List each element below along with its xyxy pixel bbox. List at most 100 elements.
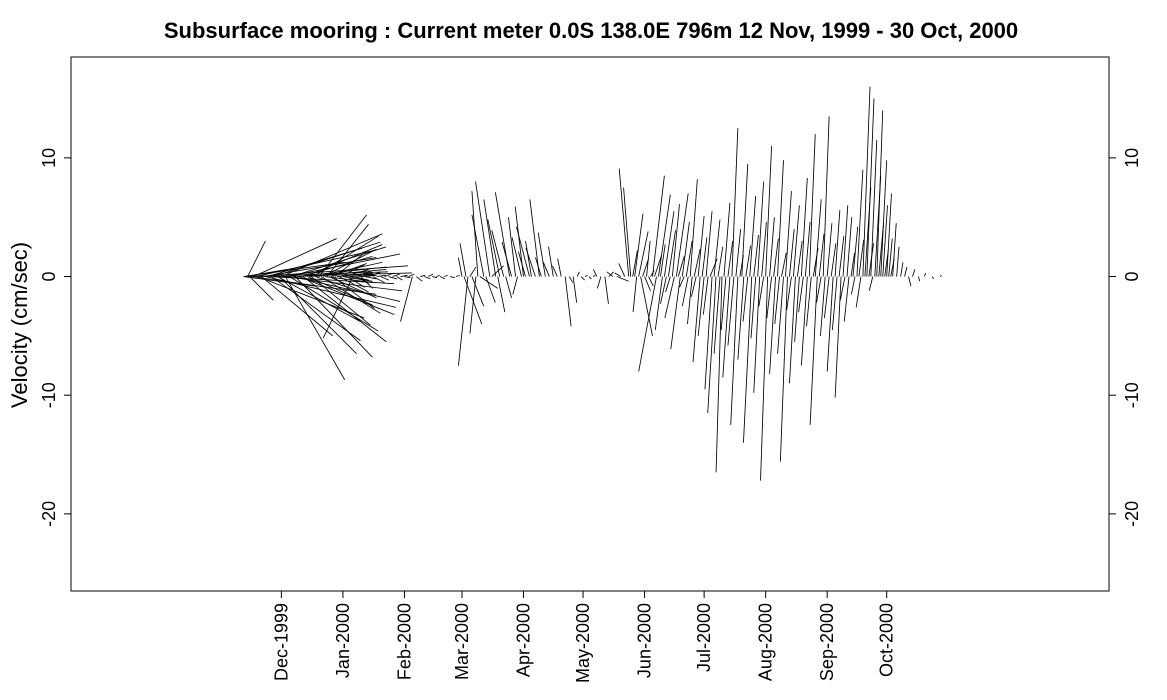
velocity-stick: [660, 244, 666, 277]
velocity-stick: [693, 249, 701, 277]
velocity-stick: [588, 276, 592, 280]
velocity-stick: [834, 210, 841, 277]
velocity-stick: [469, 266, 477, 277]
velocity-stick: [348, 273, 373, 277]
velocity-stick: [318, 214, 367, 277]
velocity-stick: [396, 276, 403, 281]
y-tick-label-right: 10: [1122, 148, 1142, 168]
velocity-stick: [436, 274, 440, 277]
velocity-stick: [697, 215, 705, 277]
velocity-stick: [512, 276, 518, 295]
velocity-stick: [820, 276, 826, 336]
velocity-stick: [322, 276, 354, 339]
velocity-stick: [876, 110, 884, 277]
velocity-stick: [727, 276, 735, 346]
velocity-stick: [808, 134, 816, 277]
velocity-stick: [769, 276, 776, 374]
velocity-stick: [640, 276, 653, 336]
velocity-stick: [717, 246, 724, 277]
velocity-stick: [796, 240, 803, 277]
left-y-axis: -20 -10 0 10: [39, 148, 71, 527]
velocity-stick: [400, 274, 408, 277]
velocity-stick: [831, 276, 838, 330]
y-tick-label-left: 0: [39, 272, 59, 282]
velocity-stick: [689, 179, 698, 277]
x-tick-label: Jul-2000: [694, 603, 714, 672]
velocity-stick: [576, 271, 580, 277]
velocity-stick: [705, 211, 713, 277]
velocity-stick: [704, 276, 713, 390]
x-tick-label: Feb-2000: [394, 603, 414, 680]
velocity-stick: [362, 272, 381, 277]
velocity-stick: [376, 274, 387, 277]
velocity-stick: [900, 262, 904, 277]
velocity-stick: [463, 276, 483, 325]
velocity-stick: [537, 232, 546, 277]
velocity-stick: [912, 269, 916, 277]
velocity-stick: [830, 243, 837, 277]
velocity-stick: [735, 229, 742, 277]
velocity-stick: [904, 266, 908, 277]
velocity-stick: [297, 266, 387, 277]
y-axis-label: Velocity (cm/sec): [7, 242, 32, 408]
velocity-stick: [800, 276, 808, 366]
velocity-stick: [449, 276, 455, 279]
velocity-stick: [858, 239, 865, 277]
velocity-stick: [257, 276, 365, 319]
velocity-stick: [542, 262, 550, 277]
velocity-stick: [727, 240, 734, 277]
x-tick-label: May-2000: [573, 603, 593, 683]
velocity-stick: [681, 221, 690, 277]
velocity-stick: [918, 276, 921, 282]
velocity-stick: [245, 268, 288, 277]
velocity-stick: [924, 272, 927, 277]
velocity-stick: [261, 276, 334, 337]
x-tick-label: Apr-2000: [514, 603, 534, 677]
velocity-stick: [458, 257, 463, 277]
velocity-stick: [685, 240, 693, 277]
velocity-stick: [305, 244, 383, 277]
velocity-stick: [505, 276, 512, 299]
velocity-stick: [273, 241, 381, 277]
velocity-stick: [284, 276, 346, 380]
velocity-stick: [822, 116, 830, 277]
velocity-stick: [404, 276, 411, 279]
velocity-stick: [557, 258, 562, 277]
velocity-stick: [743, 276, 753, 443]
velocity-stick: [332, 276, 375, 309]
velocity-stick: [469, 276, 477, 334]
velocity-stick: [420, 274, 426, 277]
velocity-stick: [606, 271, 614, 277]
velocity-stick: [299, 276, 395, 315]
velocity-stick: [737, 276, 745, 360]
velocity-stick: [443, 274, 448, 277]
y-tick-label-left: -10: [39, 382, 59, 408]
velocity-stick: [459, 243, 467, 277]
velocity-stick: [354, 270, 373, 277]
velocity-stick: [634, 213, 644, 277]
velocity-stick: [535, 257, 542, 277]
velocity-stick: [485, 276, 496, 303]
velocity-stick: [392, 273, 400, 277]
velocity-stick: [939, 275, 942, 277]
velocity-stick: [458, 276, 469, 366]
velocity-stick: [882, 205, 888, 277]
right-y-axis: -20 -10 0 10: [1109, 148, 1142, 527]
velocity-stick: [432, 276, 438, 279]
velocity-stick: [644, 276, 651, 291]
velocity-stick: [277, 276, 361, 323]
velocity-stick: [491, 230, 505, 277]
velocity-stick: [798, 276, 804, 313]
velocity-stick: [843, 276, 850, 322]
y-tick-label-right: -20: [1122, 501, 1142, 527]
velocity-stick: [322, 248, 377, 277]
velocity-stick: [839, 276, 846, 301]
y-tick-label-right: -10: [1122, 382, 1142, 408]
velocity-stick: [713, 219, 721, 277]
velocity-stick: [750, 276, 757, 339]
velocity-stick: [888, 238, 893, 277]
velocity-stick: [852, 226, 859, 277]
velocity-stick: [834, 276, 842, 398]
velocity-stick: [838, 236, 845, 277]
velocity-stick: [511, 237, 522, 277]
